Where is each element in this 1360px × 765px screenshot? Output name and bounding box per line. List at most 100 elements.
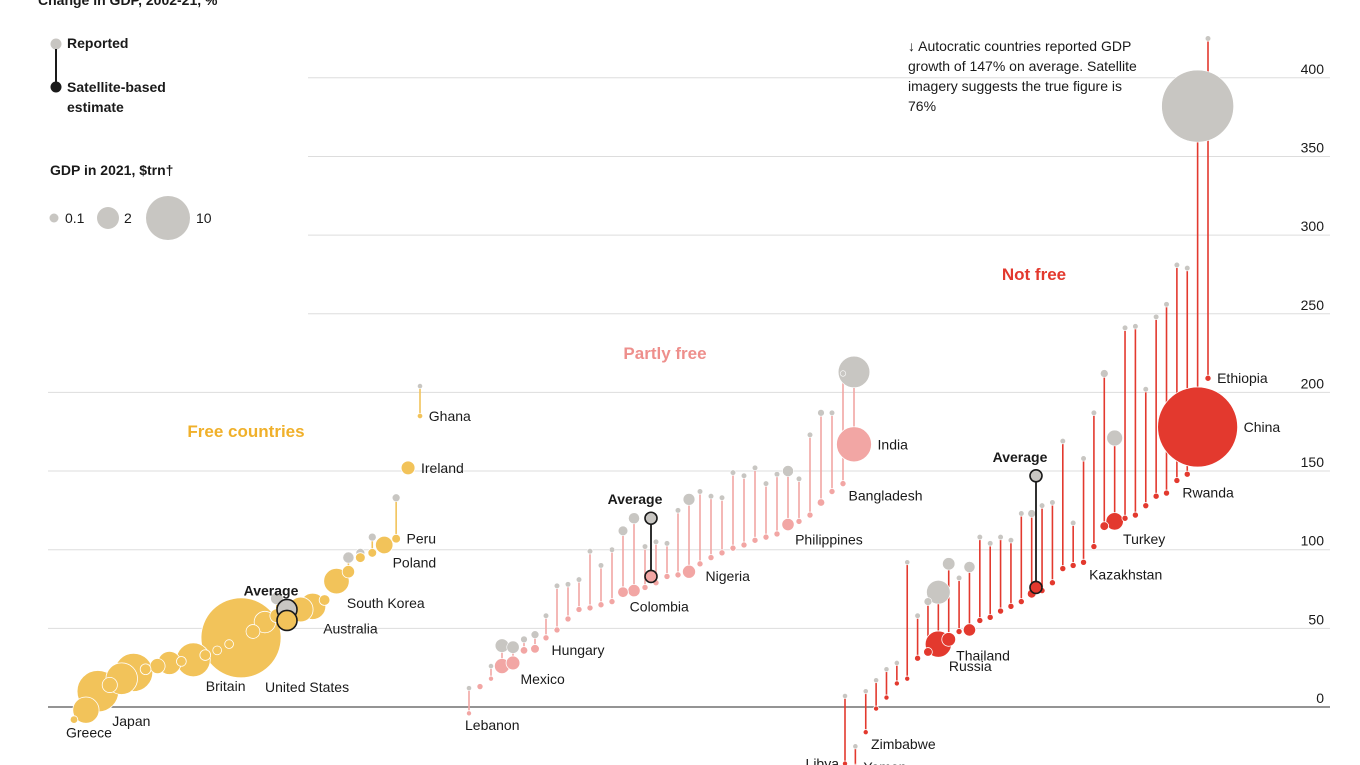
estimate-dot	[1059, 565, 1067, 573]
estimate-dot	[839, 480, 847, 488]
legend-size-circles	[49, 196, 190, 240]
country-label: Nigeria	[706, 568, 751, 584]
estimate-dot	[564, 615, 572, 623]
estimate-dot	[199, 649, 212, 661]
reported-dot	[828, 409, 836, 416]
estimate-dot	[682, 564, 696, 579]
reported-dot	[883, 666, 890, 673]
reported-dot	[417, 383, 423, 390]
reported-dot	[628, 512, 640, 525]
country-label: Ireland	[421, 460, 464, 476]
estimate-dot	[149, 658, 166, 675]
estimate-dot	[904, 675, 911, 682]
country-label: Turkey	[1123, 531, 1165, 547]
estimate-dot	[707, 554, 715, 562]
estimate-dot	[1007, 602, 1015, 610]
reported-dot	[923, 597, 933, 606]
estimate-dot	[663, 572, 671, 580]
estimate-dot	[674, 571, 682, 579]
reported-dot	[762, 480, 770, 487]
country-label: Thailand	[956, 647, 1010, 663]
y-tick-label: 300	[1301, 218, 1325, 234]
average-label: Average	[608, 491, 663, 507]
estimate-dot	[400, 460, 416, 476]
reported-dot	[1204, 35, 1212, 42]
country-label: Yemen	[863, 759, 906, 765]
estimate-dot	[1017, 598, 1025, 606]
estimate-dot	[1099, 521, 1110, 531]
estimate-dot	[828, 487, 836, 495]
country-label: Mexico	[520, 671, 565, 687]
estimate-dot	[355, 552, 366, 563]
estimate-dot	[751, 536, 759, 544]
reported-dot	[542, 612, 550, 619]
estimate-dot	[1152, 492, 1160, 500]
reported-dot	[674, 507, 682, 514]
estimate-dot	[914, 654, 922, 662]
y-tick-label: 50	[1308, 611, 1324, 627]
average-estimate-dot	[276, 609, 298, 632]
country-label: Rwanda	[1182, 485, 1234, 501]
reported-dot	[862, 688, 869, 695]
estimate-dot	[1069, 561, 1077, 569]
estimate-dot	[391, 533, 401, 544]
estimate-dot	[873, 705, 880, 712]
reported-dot	[987, 540, 994, 547]
country-label: Greece	[66, 724, 112, 740]
legend-satellite-label: Satellite-based estimate	[67, 79, 166, 115]
average-label: Average	[244, 582, 299, 598]
reported-dot	[997, 534, 1004, 541]
reported-dot	[817, 409, 825, 417]
estimate-dot	[962, 623, 977, 637]
y-tick-label: 100	[1301, 533, 1325, 549]
reported-dot	[740, 472, 748, 479]
country-label: Australia	[323, 620, 378, 636]
estimate-dot	[740, 541, 748, 549]
reported-dot	[488, 663, 494, 670]
estimate-dot	[245, 624, 261, 639]
estimate-dot	[806, 511, 814, 519]
reported-dot	[839, 370, 847, 377]
size-circle-small	[49, 213, 59, 223]
estimate-dot	[941, 632, 957, 647]
estimate-dot	[101, 676, 118, 693]
size-circle-medium	[97, 207, 119, 229]
reported-dot	[1153, 313, 1160, 320]
country-label: Colombia	[630, 599, 689, 615]
estimate-dot	[200, 597, 282, 679]
reported-dot	[718, 494, 726, 501]
reported-dot	[1059, 438, 1066, 445]
estimate-dot	[816, 498, 826, 507]
estimate-dot	[641, 583, 649, 591]
y-tick-label: 350	[1301, 139, 1325, 155]
estimate-dot	[176, 656, 187, 667]
estimate-dot	[367, 548, 378, 558]
estimate-dot	[542, 634, 550, 642]
reported-dot	[506, 640, 520, 654]
reported-dot	[1121, 324, 1129, 331]
estimate-dot	[923, 647, 933, 657]
country-label: Hungary	[552, 642, 605, 658]
estimate-dot	[986, 613, 994, 621]
average-label: Average	[993, 449, 1048, 465]
reported-dot	[641, 543, 649, 550]
reported-dot	[914, 612, 921, 619]
size-circle-large	[146, 196, 190, 240]
reported-dot	[553, 582, 561, 589]
country-label: China	[1244, 419, 1281, 435]
estimate-dot	[1173, 476, 1181, 484]
estimate-dot	[1163, 489, 1171, 497]
estimate-dot	[72, 696, 100, 724]
estimate-dot	[465, 710, 472, 717]
reported-dot	[806, 431, 814, 438]
average-estimate-dot	[1029, 580, 1043, 595]
estimate-dot	[139, 663, 152, 676]
legend-estimate-dot	[50, 81, 62, 93]
size-label-medium: 2	[124, 210, 132, 226]
estimate-dot	[696, 560, 704, 568]
group-name-label: Partly free	[623, 344, 706, 363]
estimate-dot	[762, 533, 770, 541]
reported-dot	[1106, 429, 1123, 447]
reported-dot	[1038, 502, 1046, 509]
y-tick-label: 400	[1301, 61, 1325, 77]
